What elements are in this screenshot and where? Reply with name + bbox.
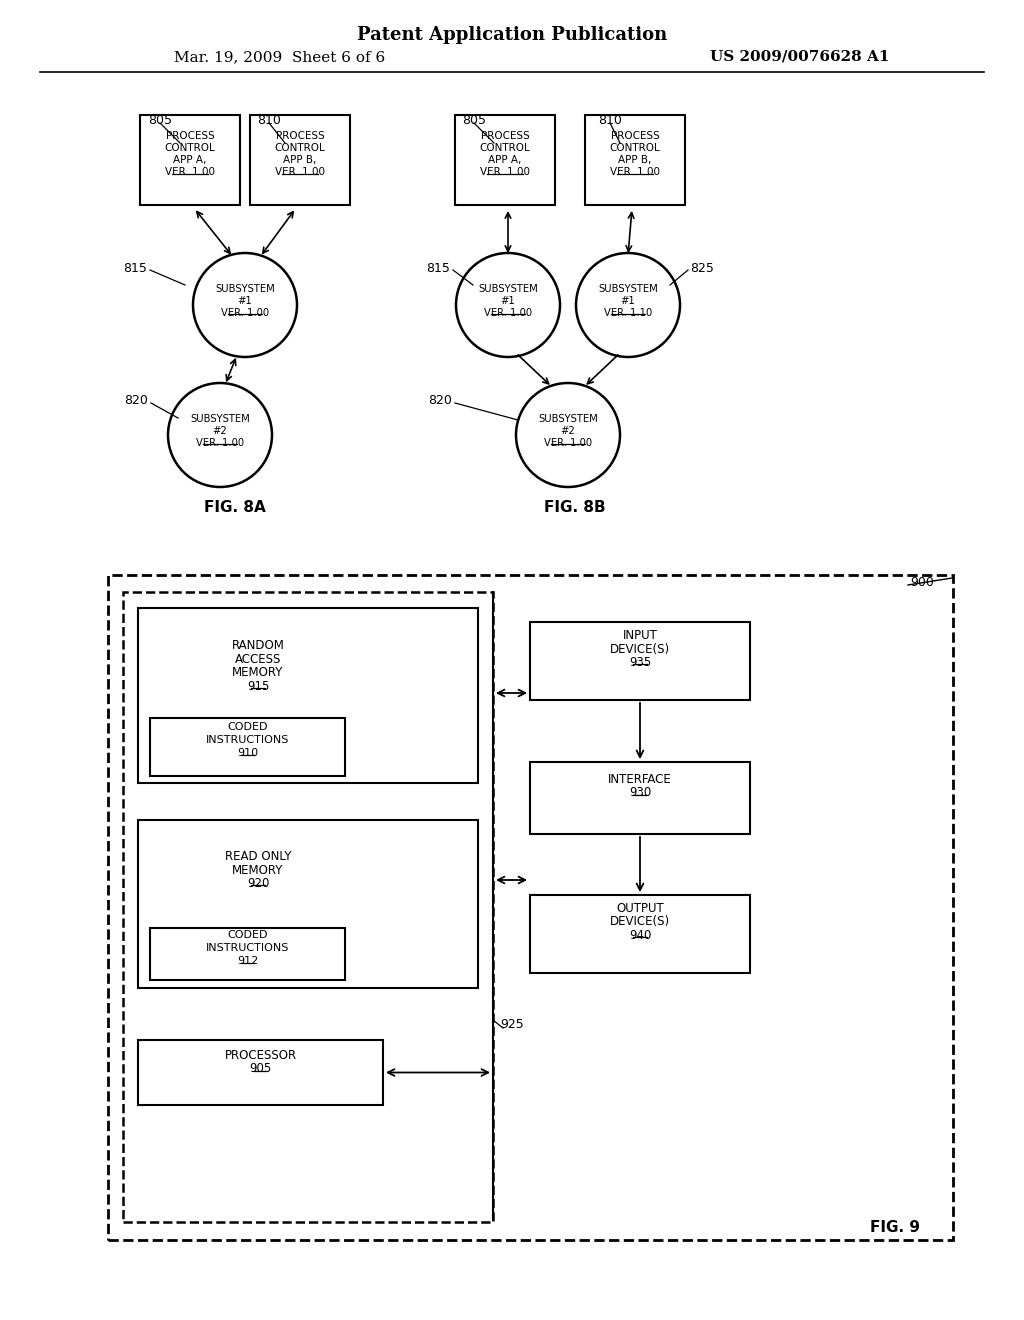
Text: VER. 1.00: VER. 1.00 bbox=[610, 168, 660, 177]
Text: APP B,: APP B, bbox=[618, 154, 651, 165]
Text: 805: 805 bbox=[148, 114, 172, 127]
Text: CODED: CODED bbox=[227, 931, 267, 940]
Text: PROCESS: PROCESS bbox=[480, 131, 529, 141]
Text: 820: 820 bbox=[124, 393, 148, 407]
Text: 825: 825 bbox=[690, 261, 714, 275]
Text: 815: 815 bbox=[426, 261, 450, 275]
Text: 820: 820 bbox=[428, 393, 452, 407]
Text: CODED: CODED bbox=[227, 722, 267, 733]
Text: VER. 1.10: VER. 1.10 bbox=[604, 308, 652, 318]
Text: SUBSYSTEM: SUBSYSTEM bbox=[478, 285, 538, 294]
Text: Patent Application Publication: Patent Application Publication bbox=[357, 26, 667, 44]
Text: VER. 1.00: VER. 1.00 bbox=[165, 168, 215, 177]
Text: CONTROL: CONTROL bbox=[274, 143, 326, 153]
Text: #1: #1 bbox=[621, 296, 635, 306]
Text: PROCESS: PROCESS bbox=[166, 131, 214, 141]
FancyBboxPatch shape bbox=[455, 115, 555, 205]
Text: 925: 925 bbox=[500, 1019, 523, 1031]
Text: US 2009/0076628 A1: US 2009/0076628 A1 bbox=[711, 50, 890, 63]
Text: VER. 1.00: VER. 1.00 bbox=[484, 308, 532, 318]
FancyBboxPatch shape bbox=[108, 576, 953, 1239]
Text: OUTPUT: OUTPUT bbox=[616, 902, 664, 915]
FancyBboxPatch shape bbox=[138, 820, 478, 987]
Text: CONTROL: CONTROL bbox=[165, 143, 215, 153]
FancyBboxPatch shape bbox=[530, 622, 750, 700]
Text: APP A,: APP A, bbox=[173, 154, 207, 165]
Text: CONTROL: CONTROL bbox=[609, 143, 660, 153]
Text: 940: 940 bbox=[629, 929, 651, 942]
Text: SUBSYSTEM: SUBSYSTEM bbox=[215, 285, 274, 294]
Text: VER. 1.00: VER. 1.00 bbox=[544, 437, 592, 447]
Text: SUBSYSTEM: SUBSYSTEM bbox=[190, 414, 250, 425]
Text: 905: 905 bbox=[250, 1063, 271, 1076]
Text: SUBSYSTEM: SUBSYSTEM bbox=[598, 285, 657, 294]
Text: 920: 920 bbox=[247, 876, 269, 890]
FancyBboxPatch shape bbox=[140, 115, 240, 205]
Text: DEVICE(S): DEVICE(S) bbox=[610, 643, 670, 656]
Text: APP B,: APP B, bbox=[284, 154, 316, 165]
Text: 900: 900 bbox=[910, 576, 934, 589]
Text: 810: 810 bbox=[598, 114, 622, 127]
Text: VER. 1.00: VER. 1.00 bbox=[275, 168, 325, 177]
Text: 815: 815 bbox=[123, 261, 147, 275]
Text: 910: 910 bbox=[237, 748, 258, 758]
Text: 805: 805 bbox=[462, 114, 486, 127]
Text: INTERFACE: INTERFACE bbox=[608, 772, 672, 785]
Text: #1: #1 bbox=[238, 296, 252, 306]
Text: VER. 1.00: VER. 1.00 bbox=[480, 168, 530, 177]
FancyBboxPatch shape bbox=[150, 718, 345, 776]
Text: ACCESS: ACCESS bbox=[234, 652, 282, 665]
Text: APP A,: APP A, bbox=[488, 154, 521, 165]
Text: CONTROL: CONTROL bbox=[479, 143, 530, 153]
Text: SUBSYSTEM: SUBSYSTEM bbox=[539, 414, 598, 425]
FancyBboxPatch shape bbox=[150, 928, 345, 979]
Text: FIG. 9: FIG. 9 bbox=[870, 1221, 920, 1236]
FancyBboxPatch shape bbox=[138, 1040, 383, 1105]
Text: FIG. 8B: FIG. 8B bbox=[544, 500, 606, 516]
FancyBboxPatch shape bbox=[530, 762, 750, 834]
Text: RANDOM: RANDOM bbox=[231, 639, 285, 652]
Text: PROCESSOR: PROCESSOR bbox=[224, 1048, 297, 1061]
Text: #2: #2 bbox=[560, 426, 575, 436]
Text: VER. 1.00: VER. 1.00 bbox=[221, 308, 269, 318]
Text: INPUT: INPUT bbox=[623, 628, 657, 642]
Text: INSTRUCTIONS: INSTRUCTIONS bbox=[206, 942, 289, 953]
FancyBboxPatch shape bbox=[123, 591, 493, 1222]
Text: PROCESS: PROCESS bbox=[275, 131, 325, 141]
Text: FIG. 8A: FIG. 8A bbox=[204, 500, 266, 516]
Text: #1: #1 bbox=[501, 296, 515, 306]
Text: DEVICE(S): DEVICE(S) bbox=[610, 916, 670, 928]
FancyBboxPatch shape bbox=[585, 115, 685, 205]
Text: MEMORY: MEMORY bbox=[232, 667, 284, 680]
FancyBboxPatch shape bbox=[530, 895, 750, 973]
FancyBboxPatch shape bbox=[138, 609, 478, 783]
Text: MEMORY: MEMORY bbox=[232, 863, 284, 876]
Text: READ ONLY: READ ONLY bbox=[224, 850, 291, 863]
Text: 912: 912 bbox=[237, 956, 258, 966]
Text: 915: 915 bbox=[247, 680, 269, 693]
Text: Mar. 19, 2009  Sheet 6 of 6: Mar. 19, 2009 Sheet 6 of 6 bbox=[174, 50, 386, 63]
Text: 935: 935 bbox=[629, 656, 651, 669]
Text: INSTRUCTIONS: INSTRUCTIONS bbox=[206, 735, 289, 744]
Text: #2: #2 bbox=[213, 426, 227, 436]
Text: VER. 1.00: VER. 1.00 bbox=[196, 437, 244, 447]
Text: PROCESS: PROCESS bbox=[610, 131, 659, 141]
FancyBboxPatch shape bbox=[250, 115, 350, 205]
Text: 930: 930 bbox=[629, 787, 651, 800]
Text: 810: 810 bbox=[257, 114, 281, 127]
